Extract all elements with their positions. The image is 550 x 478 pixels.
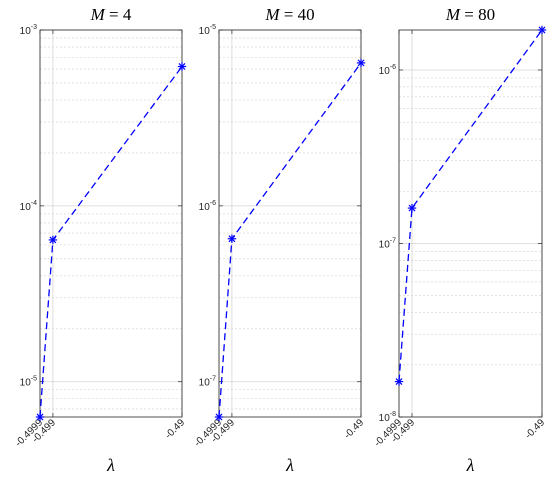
data-point: [537, 25, 547, 35]
y-tick-label: 10-4: [20, 200, 37, 213]
data-point: [35, 412, 45, 422]
chart-panel: 10-310-410-5-0.4999-0.499 -0.49M = 4λ: [13, 5, 187, 475]
chart-title: M = 80: [445, 5, 495, 24]
y-tick-label: 10-7: [199, 376, 216, 389]
y-tick-label: 10-3: [20, 24, 37, 37]
axes-box: [398, 29, 543, 418]
axes-box: [39, 29, 183, 418]
y-tick-label: 10-6: [199, 200, 216, 213]
y-tick-label: 10-5: [20, 376, 37, 389]
x-tick-label: -0.49: [523, 417, 547, 441]
chart-title: M = 40: [264, 5, 314, 24]
series-line: [398, 29, 543, 382]
y-tick-label: 10-7: [379, 237, 396, 250]
y-tick-label: 10-5: [199, 24, 216, 37]
chart-title: M = 4: [90, 5, 132, 24]
y-tick-label: 10-8: [379, 411, 396, 424]
axes-box: [218, 29, 362, 418]
data-point: [48, 235, 58, 245]
x-axis-label: λ: [285, 455, 294, 475]
x-axis-label: λ: [106, 455, 115, 475]
data-point: [214, 412, 224, 422]
chart-panel: 10-610-710-8-0.4999-0.499 -0.49M = 80λ: [372, 5, 547, 475]
data-point: [407, 203, 417, 213]
data-point: [394, 377, 404, 386]
chart-panel: 10-510-610-7-0.4999-0.499 -0.49M = 40λ: [192, 5, 366, 475]
x-tick-label: -0.49: [163, 417, 187, 441]
series-line: [218, 62, 362, 418]
series-line: [39, 66, 183, 418]
y-tick-label: 10-6: [379, 64, 396, 77]
x-tick-label: -0.49: [342, 417, 366, 441]
data-point: [177, 62, 187, 71]
data-point: [227, 234, 237, 243]
x-axis-label: λ: [466, 455, 475, 475]
data-point: [356, 58, 366, 68]
